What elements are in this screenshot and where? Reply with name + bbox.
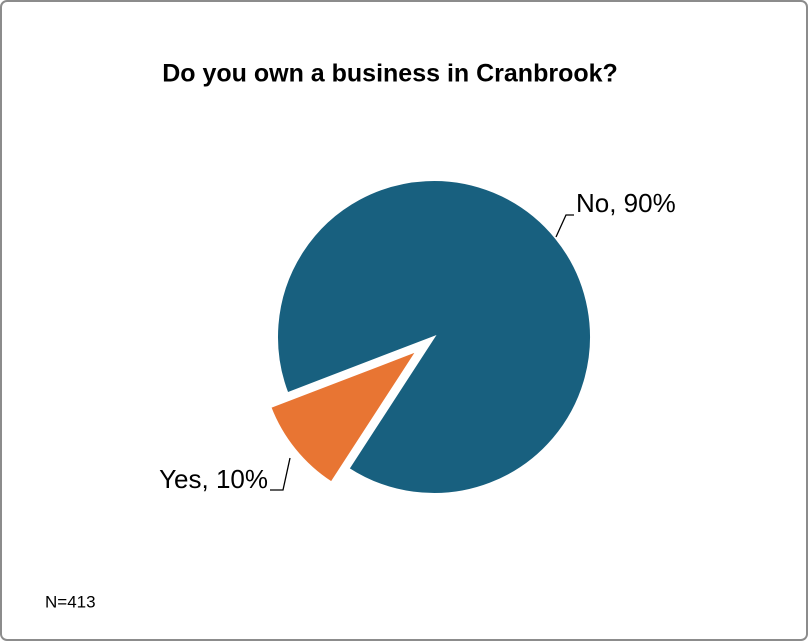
leader-line	[555, 214, 574, 238]
data-label: Yes, 10%	[159, 464, 268, 494]
pie-slice	[276, 179, 592, 495]
chart-title: Do you own a business in Cranbrook?	[162, 60, 618, 88]
leader-line	[270, 457, 291, 491]
data-label: No, 90%	[576, 188, 676, 218]
note: N=413	[45, 592, 96, 611]
pie-slice	[269, 348, 420, 484]
